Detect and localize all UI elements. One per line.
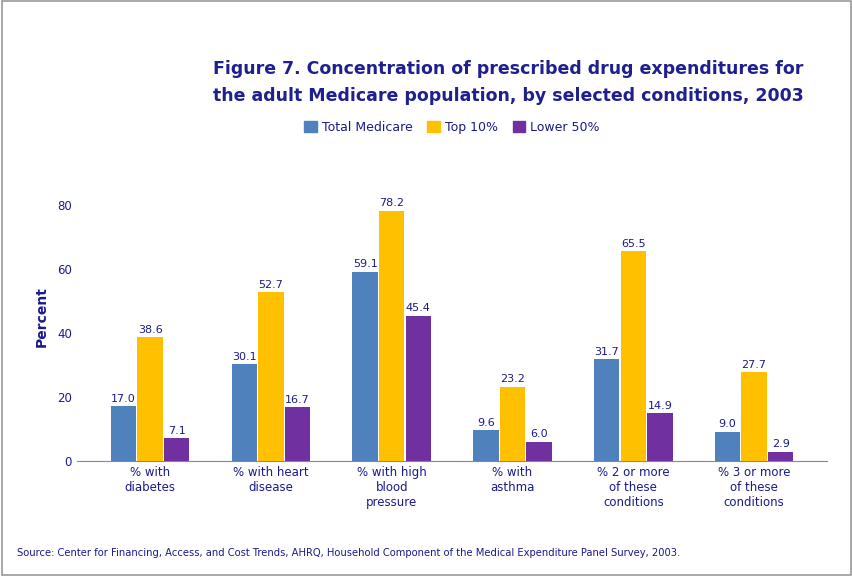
- Bar: [258, 292, 283, 461]
- Text: Advancing
Excellence in
Health Care: Advancing Excellence in Health Care: [74, 90, 121, 110]
- Text: 23.2: 23.2: [499, 374, 524, 384]
- Text: 27.7: 27.7: [740, 359, 766, 370]
- Bar: [473, 430, 498, 461]
- Text: 45.4: 45.4: [406, 303, 430, 313]
- Bar: [405, 316, 430, 461]
- Text: 59.1: 59.1: [353, 259, 377, 269]
- Text: 7.1: 7.1: [168, 426, 186, 435]
- Bar: [352, 272, 377, 461]
- Bar: [526, 442, 551, 461]
- Bar: [767, 452, 792, 461]
- Text: 2.9: 2.9: [771, 439, 789, 449]
- Bar: [137, 338, 163, 461]
- Bar: [232, 365, 256, 461]
- Text: 16.7: 16.7: [285, 395, 309, 405]
- Text: 14.9: 14.9: [647, 400, 671, 411]
- Text: 30.1: 30.1: [232, 352, 256, 362]
- Y-axis label: Percent: Percent: [35, 286, 49, 347]
- Bar: [499, 386, 525, 461]
- Text: 52.7: 52.7: [258, 279, 283, 290]
- Text: 31.7: 31.7: [594, 347, 619, 357]
- Text: 38.6: 38.6: [138, 325, 163, 335]
- Legend: Total Medicare, Top 10%, Lower 50%: Total Medicare, Top 10%, Lower 50%: [299, 116, 604, 139]
- Text: 9.6: 9.6: [476, 418, 494, 427]
- Text: 78.2: 78.2: [379, 198, 404, 208]
- Bar: [740, 372, 766, 461]
- Bar: [285, 407, 310, 461]
- Bar: [714, 432, 740, 461]
- Text: 6.0: 6.0: [530, 429, 547, 439]
- Bar: [647, 413, 671, 461]
- Bar: [620, 251, 645, 461]
- Text: Source: Center for Financing, Access, and Cost Trends, AHRQ, Household Component: Source: Center for Financing, Access, an…: [17, 548, 680, 558]
- Text: 9.0: 9.0: [717, 419, 735, 430]
- Text: AHRQ: AHRQ: [66, 55, 129, 74]
- Bar: [378, 211, 404, 461]
- Bar: [164, 438, 189, 461]
- Text: Figure 7. Concentration of prescribed drug expenditures for: Figure 7. Concentration of prescribed dr…: [213, 60, 803, 78]
- Text: 17.0: 17.0: [111, 394, 135, 404]
- Text: 65.5: 65.5: [620, 238, 645, 249]
- Bar: [593, 359, 619, 461]
- Bar: [111, 407, 136, 461]
- Text: the adult Medicare population, by selected conditions, 2003: the adult Medicare population, by select…: [213, 87, 803, 105]
